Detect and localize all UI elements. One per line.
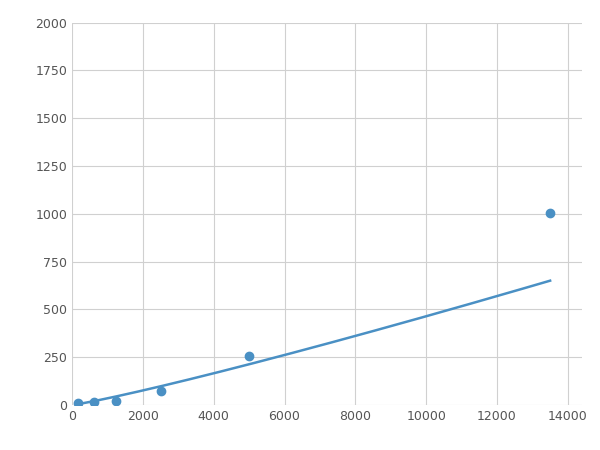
Point <box>89 398 99 405</box>
Point <box>545 209 555 216</box>
Point <box>156 387 166 394</box>
Point <box>244 353 254 360</box>
Point <box>112 397 121 405</box>
Point <box>73 400 82 407</box>
